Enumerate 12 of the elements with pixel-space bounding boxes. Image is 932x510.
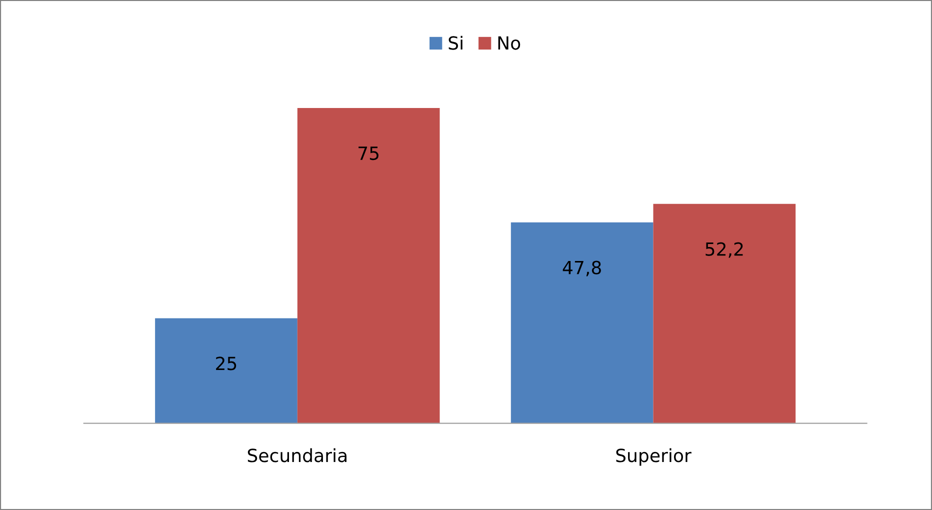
bar — [510, 222, 654, 424]
x-tick-label: Secundaria — [248, 448, 346, 462]
data-label: 52,2 — [706, 242, 743, 258]
bar — [297, 108, 440, 424]
data-label: 47,8 — [562, 260, 601, 276]
legend-label: No — [498, 36, 520, 50]
x-tick-label: Superior — [616, 448, 692, 466]
legend-label: Si — [448, 36, 462, 50]
bar — [653, 204, 796, 424]
data-label: 25 — [216, 356, 236, 370]
data-label: 75 — [358, 146, 378, 160]
bar — [155, 318, 298, 424]
